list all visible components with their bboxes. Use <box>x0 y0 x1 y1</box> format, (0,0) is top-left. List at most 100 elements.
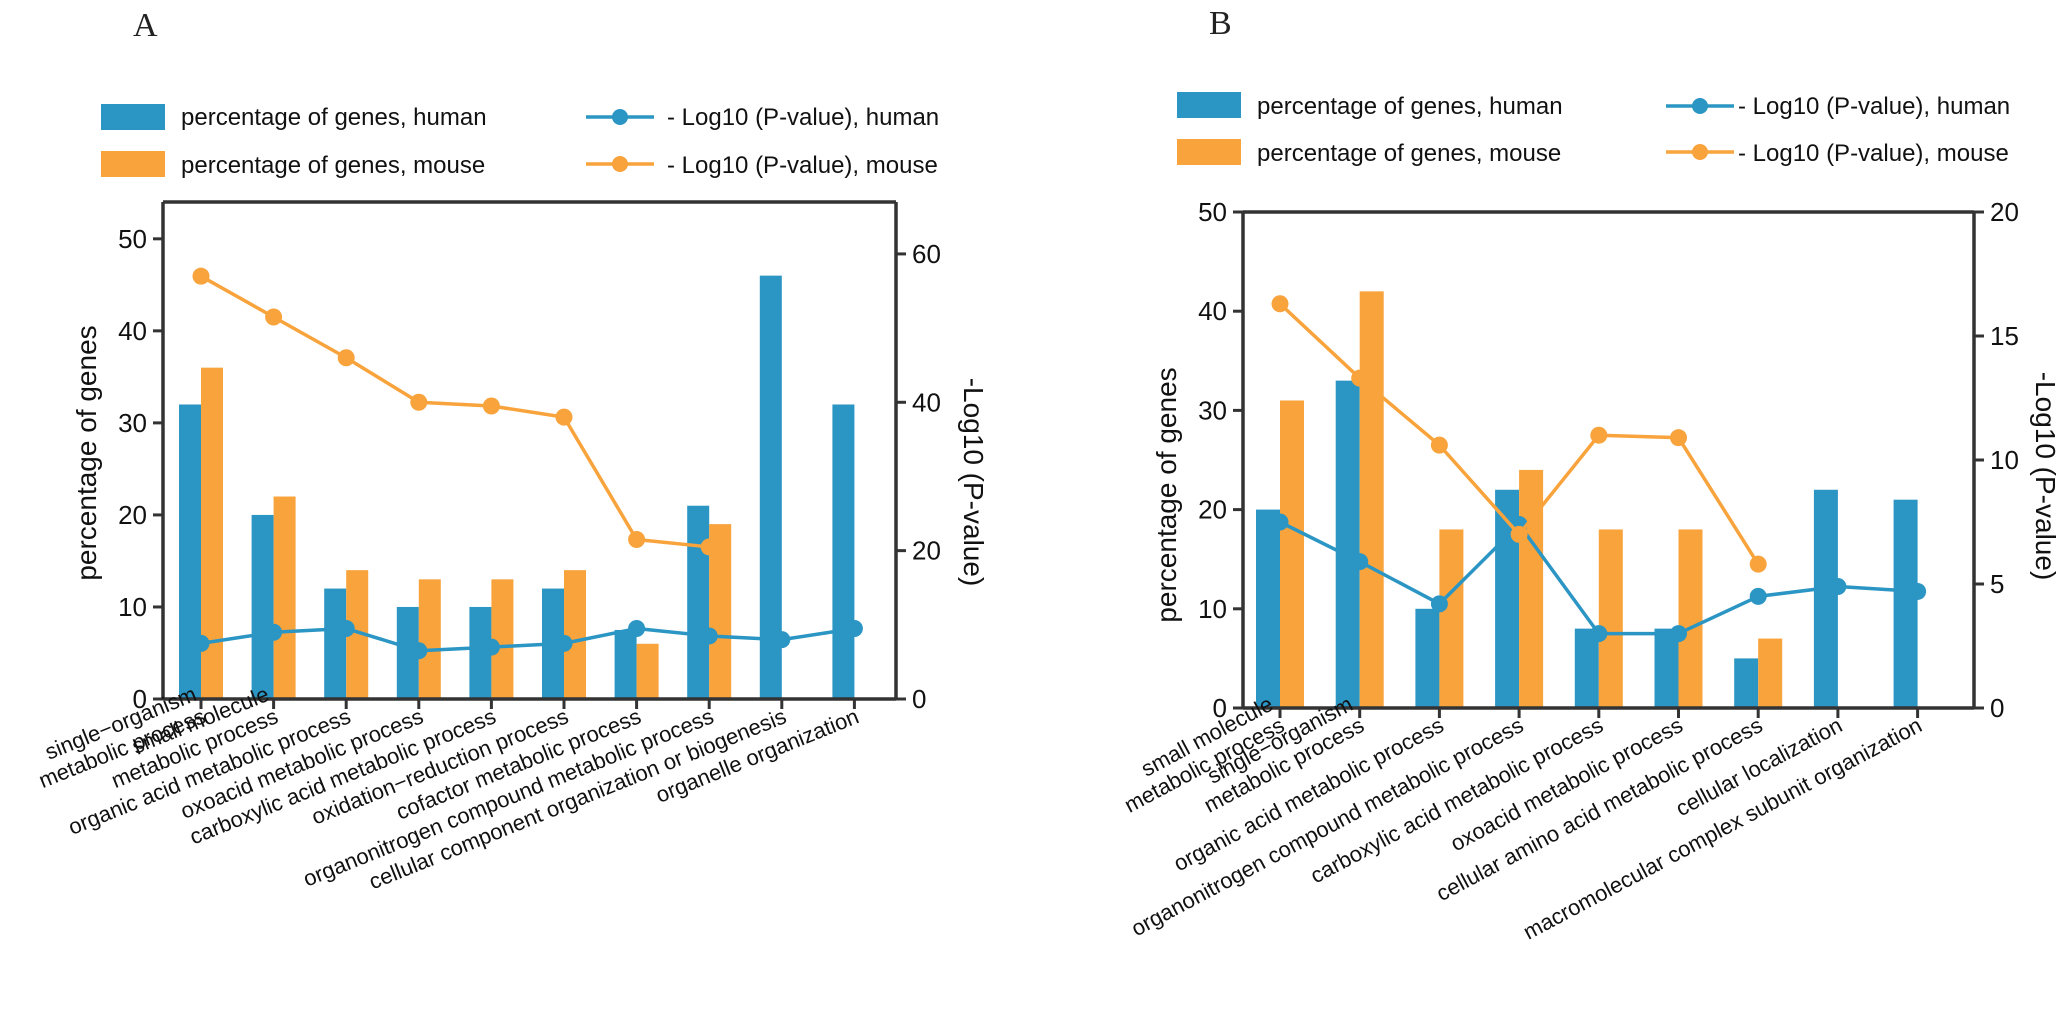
marker-human-4 <box>1590 625 1608 643</box>
bar-human-0 <box>179 404 201 699</box>
y-tick-label-50: 50 <box>118 224 147 254</box>
y2-tick-label-15: 15 <box>1990 321 2019 351</box>
marker-mouse-0 <box>1271 295 1289 313</box>
legend-swatch-bar-mouse <box>1177 139 1241 165</box>
marker-human-2 <box>1430 595 1448 613</box>
y-tick-label-30: 30 <box>118 408 147 438</box>
bar-mouse-3 <box>418 579 441 699</box>
y2-axis-title-b: -Log10 (P-value) <box>2030 372 2061 581</box>
marker-mouse-2 <box>1430 436 1448 454</box>
panel-label-b: B <box>1209 5 1232 42</box>
line-mouse <box>200 274 710 549</box>
legend-marker-mouse <box>1692 144 1708 160</box>
bar-human-7 <box>1813 489 1838 708</box>
y-tick-label-30: 30 <box>1198 395 1227 425</box>
y-axis-title-a: percentage of genes <box>71 325 102 580</box>
bar-mouse-3 <box>1519 469 1544 708</box>
legend-swatch-bar-human <box>1177 92 1241 118</box>
bars-b <box>1256 291 1918 708</box>
panel-label-a: A <box>133 7 158 44</box>
legend-label-line-mouse: - Log10 (P-value), mouse <box>667 152 938 179</box>
bars-a <box>179 275 855 699</box>
y2-tick-label-0: 0 <box>912 684 926 714</box>
legend-label-bar-mouse: percentage of genes, mouse <box>1257 140 1561 167</box>
bar-mouse-6 <box>636 643 659 699</box>
line-human <box>200 626 855 653</box>
bar-human-2 <box>1415 608 1440 708</box>
bar-human-1 <box>1335 380 1360 708</box>
marker-human-5 <box>555 634 573 652</box>
marker-mouse-5 <box>1670 429 1687 447</box>
marker-mouse-2 <box>337 349 355 367</box>
marker-mouse-1 <box>265 308 283 326</box>
marker-human-1 <box>265 623 283 641</box>
y-tick-label-0: 0 <box>1213 693 1227 723</box>
y2-tick-label-5: 5 <box>1990 569 2004 599</box>
bar-mouse-0 <box>201 367 223 699</box>
bar-human-5 <box>1654 628 1679 708</box>
legend-a: percentage of genes, human percentage of… <box>101 104 939 179</box>
marker-human-5 <box>1670 625 1687 643</box>
legend-label-bar-mouse: percentage of genes, mouse <box>181 152 485 179</box>
marker-human-2 <box>337 620 355 638</box>
bar-human-6 <box>1734 658 1759 708</box>
marker-human-3 <box>410 642 428 660</box>
legend-marker-mouse <box>612 156 628 172</box>
marker-human-8 <box>1909 582 1927 600</box>
bar-mouse-1 <box>273 496 296 699</box>
y2-tick-label-20: 20 <box>912 536 941 566</box>
marker-mouse-5 <box>555 408 573 426</box>
bar-mouse-6 <box>1758 638 1783 708</box>
legend-swatch-bar-mouse <box>101 151 165 177</box>
bar-mouse-0 <box>1280 400 1304 708</box>
panel-a: A percentage of genes, human percentage … <box>35 7 989 894</box>
y-tick-label-0: 0 <box>133 684 147 714</box>
y2-tick-label-20: 20 <box>1990 197 2019 227</box>
legend-label-line-human: - Log10 (P-value), human <box>667 104 939 131</box>
marker-human-6 <box>628 620 646 638</box>
category-labels-b: small moleculemetabolic processsingle−or… <box>1120 691 1926 944</box>
marker-human-8 <box>773 631 791 649</box>
bar-mouse-7 <box>709 524 732 699</box>
marker-human-7 <box>700 627 718 645</box>
marker-mouse-3 <box>410 393 428 411</box>
legend-label-line-mouse: - Log10 (P-value), mouse <box>1738 140 2009 167</box>
y2-tick-label-60: 60 <box>912 239 941 269</box>
y-tick-label-20: 20 <box>1198 495 1227 525</box>
bar-mouse-4 <box>491 579 514 699</box>
legend-label-bar-human: percentage of genes, human <box>181 104 487 131</box>
legend-label-line-human: - Log10 (P-value), human <box>1738 93 2010 120</box>
marker-human-0 <box>192 634 210 652</box>
bar-mouse-5 <box>1678 529 1703 708</box>
bar-human-2 <box>324 588 347 699</box>
marker-mouse-7 <box>700 538 718 556</box>
bar-human-9 <box>832 404 855 699</box>
bar-human-1 <box>251 514 274 699</box>
bar-human-3 <box>396 606 419 699</box>
y2-tick-label-10: 10 <box>1990 445 2019 475</box>
y2-axis-title-a: -Log10 (P-value) <box>958 378 989 587</box>
marker-mouse-3 <box>1510 525 1528 543</box>
axes-a: 0 10 20 30 40 50 0 20 40 60 <box>118 200 941 714</box>
lines-a <box>192 267 863 660</box>
bar-human-8 <box>759 275 782 699</box>
panel-b: B percentage of genes, human percentage … <box>1120 5 2061 945</box>
marker-mouse-6 <box>628 531 646 549</box>
y-axis-title-b: percentage of genes <box>1151 367 1182 622</box>
bar-human-4 <box>1574 628 1599 708</box>
y-tick-label-10: 10 <box>118 592 147 622</box>
bar-human-0 <box>1256 509 1280 708</box>
marker-mouse-6 <box>1749 555 1767 573</box>
lines-b <box>1271 295 1927 643</box>
bar-human-7 <box>687 505 710 699</box>
bar-mouse-5 <box>564 570 586 699</box>
axes-b: 0 10 20 30 40 50 0 5 10 15 20 <box>1198 197 2019 723</box>
marker-mouse-4 <box>1590 426 1608 444</box>
marker-human-0 <box>1271 513 1289 531</box>
marker-mouse-4 <box>482 397 500 415</box>
bar-mouse-1 <box>1359 291 1384 708</box>
y-tick-label-40: 40 <box>118 316 147 346</box>
legend-marker-human <box>612 109 628 125</box>
